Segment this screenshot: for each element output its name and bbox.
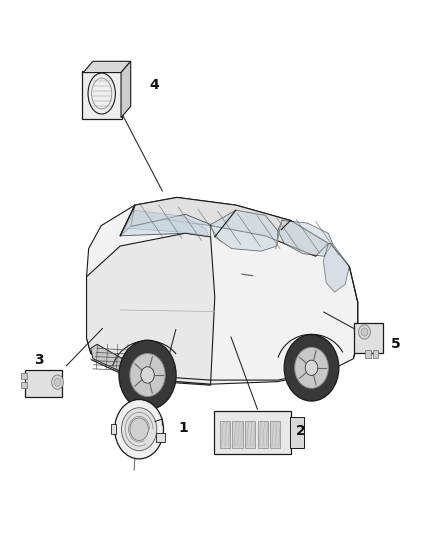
Circle shape	[284, 335, 339, 401]
Polygon shape	[323, 244, 350, 292]
Text: 4: 4	[149, 78, 159, 92]
Circle shape	[141, 367, 154, 383]
Bar	[156, 433, 165, 442]
Bar	[110, 424, 116, 434]
FancyBboxPatch shape	[290, 417, 304, 448]
Circle shape	[54, 378, 61, 386]
Text: 1: 1	[178, 421, 188, 435]
Circle shape	[361, 328, 368, 336]
Polygon shape	[120, 197, 328, 256]
Polygon shape	[120, 205, 211, 237]
Bar	[373, 350, 378, 358]
Text: 3: 3	[34, 353, 44, 367]
Circle shape	[295, 348, 328, 388]
Bar	[233, 421, 243, 448]
Circle shape	[121, 408, 157, 451]
Polygon shape	[278, 221, 332, 256]
FancyBboxPatch shape	[353, 324, 383, 353]
Bar	[21, 373, 27, 379]
Polygon shape	[87, 233, 215, 384]
Bar	[270, 421, 280, 448]
Polygon shape	[211, 210, 278, 251]
Circle shape	[130, 418, 148, 440]
Polygon shape	[87, 197, 358, 384]
Polygon shape	[121, 61, 131, 118]
Circle shape	[305, 360, 318, 375]
Circle shape	[115, 400, 163, 459]
Circle shape	[130, 353, 165, 397]
Bar	[21, 382, 27, 388]
Text: 2: 2	[296, 424, 306, 438]
Bar	[220, 421, 230, 448]
Bar	[245, 421, 255, 448]
Polygon shape	[124, 210, 208, 236]
Polygon shape	[83, 61, 131, 72]
Text: 5: 5	[391, 337, 400, 351]
FancyBboxPatch shape	[25, 370, 62, 398]
Circle shape	[359, 325, 371, 339]
Circle shape	[119, 340, 176, 410]
FancyBboxPatch shape	[82, 71, 122, 119]
Bar	[258, 421, 268, 448]
FancyBboxPatch shape	[214, 411, 291, 454]
Polygon shape	[91, 344, 159, 380]
Circle shape	[52, 375, 64, 389]
Bar	[365, 350, 371, 358]
